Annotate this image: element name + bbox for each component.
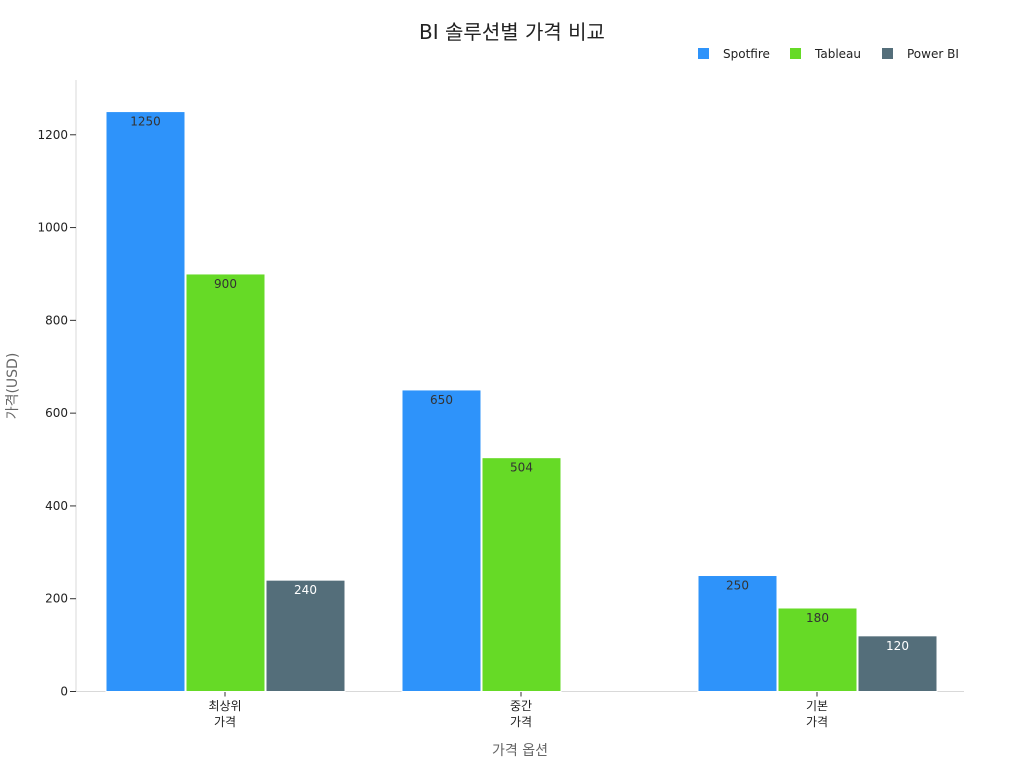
data-labels: 1250 650 250 900 504 180 240 120 — [130, 115, 909, 653]
data-label: 180 — [806, 611, 829, 625]
data-label: 504 — [510, 461, 533, 475]
bar-tableau — [777, 607, 858, 693]
y-tick-label: 600 — [45, 406, 68, 420]
legend-swatch — [698, 48, 709, 59]
bar-power-bi — [857, 635, 938, 693]
chart-title: BI 솔루션별 가격 비교 — [419, 20, 605, 44]
y-tick-label: 800 — [45, 313, 68, 327]
data-label: 240 — [294, 583, 317, 597]
bar-spotfire — [401, 389, 482, 692]
bar-tableau — [185, 273, 266, 692]
data-label: 1250 — [130, 115, 161, 129]
legend-swatch — [882, 48, 893, 59]
x-tick-label-line: 가격 — [806, 715, 828, 729]
legend-swatch — [790, 48, 801, 59]
y-axis: 0 200 400 600 800 1000 1200 — [37, 80, 77, 699]
data-label: 650 — [430, 393, 453, 407]
x-tick-label-line: 최상위 — [208, 699, 241, 713]
bars — [105, 111, 938, 693]
legend: Spotfire Tableau Power BI — [698, 47, 959, 61]
bar-tableau — [481, 457, 562, 693]
y-tick-label: 1200 — [37, 128, 68, 142]
y-tick-label: 200 — [45, 592, 68, 606]
data-label: 250 — [726, 579, 749, 593]
x-tick-label-line: 가격 — [510, 715, 532, 729]
bar-spotfire — [105, 111, 186, 692]
data-label: 900 — [214, 277, 237, 291]
legend-label: Tableau — [814, 47, 861, 61]
y-tick-label: 1000 — [37, 221, 68, 235]
y-tick-label: 400 — [45, 499, 68, 513]
x-tick-label-line: 가격 — [214, 715, 236, 729]
data-label: 120 — [886, 639, 909, 653]
x-tick-label-line: 중간 — [510, 699, 532, 713]
bar-spotfire — [697, 575, 778, 693]
x-axis-title: 가격 옵션 — [492, 743, 548, 759]
y-axis-title: 가격(USD) — [5, 353, 21, 420]
bar-power-bi — [265, 579, 346, 693]
y-tick-label: 0 — [60, 685, 68, 699]
legend-label: Spotfire — [723, 47, 770, 61]
x-tick-label-line: 기본 — [806, 699, 828, 713]
legend-label: Power BI — [907, 47, 959, 61]
